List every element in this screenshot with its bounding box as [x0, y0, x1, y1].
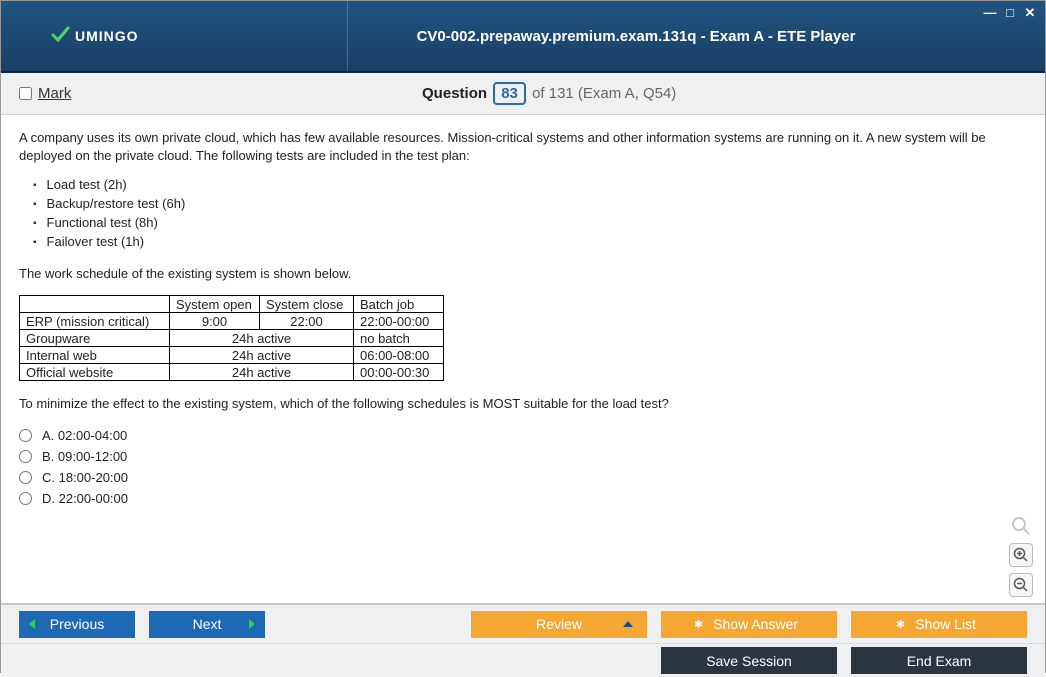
table-header-cell: System open	[170, 296, 260, 313]
answer-text: A. 02:00-04:00	[42, 428, 127, 443]
question-word: Question	[422, 85, 487, 102]
question-content: A company uses its own private cloud, wh…	[1, 115, 1045, 603]
maximize-button[interactable]: □	[1003, 5, 1017, 21]
table-cell: 06:00-08:00	[354, 347, 444, 364]
zoom-out-button[interactable]	[1009, 573, 1033, 597]
table-cell: no batch	[354, 330, 444, 347]
table-cell: 9:00	[170, 313, 260, 330]
test-item: Functional test (8h)	[33, 214, 1027, 233]
save-session-button[interactable]: Save Session	[661, 647, 837, 674]
answer-text: C. 18:00-20:00	[42, 470, 128, 485]
table-row: Internal web24h active06:00-08:00	[20, 347, 444, 364]
answer-option[interactable]: C. 18:00-20:00	[19, 467, 1027, 488]
footer-row-primary: Previous Next Review ✱ Show Answer ✱ Show …	[1, 605, 1045, 643]
mark-question-control[interactable]: Mark	[19, 85, 71, 102]
titlebar-divider	[347, 1, 348, 71]
answer-radio[interactable]	[19, 429, 32, 442]
table-header-cell: System close	[260, 296, 354, 313]
show-list-button[interactable]: ✱ Show List	[851, 611, 1027, 638]
test-item: Failover test (1h)	[33, 233, 1027, 252]
previous-button[interactable]: Previous	[19, 611, 135, 638]
mark-checkbox[interactable]	[19, 87, 32, 100]
mark-label: Mark	[38, 85, 71, 102]
table-cell: 24h active	[170, 364, 354, 381]
footer: Previous Next Review ✱ Show Answer ✱ Show …	[1, 603, 1045, 677]
table-cell: Official website	[20, 364, 170, 381]
answer-text: D. 22:00-00:00	[42, 491, 128, 506]
end-exam-button[interactable]: End Exam	[851, 647, 1027, 674]
answer-radio[interactable]	[19, 471, 32, 484]
table-cell: 00:00-00:30	[354, 364, 444, 381]
table-cell: ERP (mission critical)	[20, 313, 170, 330]
window-controls: — □ ✕	[983, 5, 1037, 21]
test-item: Backup/restore test (6h)	[33, 195, 1027, 214]
question-total-text: of 131 (Exam A, Q54)	[532, 85, 676, 102]
question-intro: A company uses its own private cloud, wh…	[19, 129, 1027, 164]
answer-option[interactable]: A. 02:00-04:00	[19, 425, 1027, 446]
table-cell: 22:00-00:00	[354, 313, 444, 330]
answer-option[interactable]: B. 09:00-12:00	[19, 446, 1027, 467]
table-cell: 22:00	[260, 313, 354, 330]
brand-logo: UMINGO	[1, 24, 347, 49]
table-cell: Internal web	[20, 347, 170, 364]
window-title: CV0-002.prepaway.premium.exam.131q - Exa…	[347, 28, 1045, 45]
schedule-intro: The work schedule of the existing system…	[19, 265, 1027, 283]
table-cell: 24h active	[170, 330, 354, 347]
footer-row-secondary: Save Session End Exam	[1, 643, 1045, 677]
table-header-cell: Batch job	[354, 296, 444, 313]
search-icon[interactable]	[1010, 515, 1032, 537]
question-prompt: To minimize the effect to the existing s…	[19, 395, 1027, 413]
logo-check-icon	[49, 24, 71, 49]
show-answer-label: Show Answer	[713, 616, 798, 632]
table-row: Official website24h active00:00-00:30	[20, 364, 444, 381]
close-button[interactable]: ✕	[1023, 5, 1037, 21]
answer-radio[interactable]	[19, 450, 32, 463]
answer-option[interactable]: D. 22:00-00:00	[19, 488, 1027, 509]
answer-options: A. 02:00-04:00 B. 09:00-12:00 C. 18:00-20:…	[19, 425, 1027, 509]
table-cell: Groupware	[20, 330, 170, 347]
table-header-cell	[20, 296, 170, 313]
table-row: Groupware24h activeno batch	[20, 330, 444, 347]
question-counter: Question 83 of 131 (Exam A, Q54)	[71, 82, 1027, 105]
next-button[interactable]: Next	[149, 611, 265, 638]
question-header-bar: Mark Question 83 of 131 (Exam A, Q54)	[1, 73, 1045, 115]
test-item: Load test (2h)	[33, 176, 1027, 195]
zoom-in-button[interactable]	[1009, 543, 1033, 567]
question-number-box: 83	[493, 82, 526, 105]
answer-radio[interactable]	[19, 492, 32, 505]
schedule-table: System openSystem closeBatch jobERP (mis…	[19, 295, 444, 381]
zoom-toolbar	[1009, 515, 1033, 597]
answer-text: B. 09:00-12:00	[42, 449, 127, 464]
review-button[interactable]: Review	[471, 611, 647, 638]
show-list-label: Show List	[915, 616, 976, 632]
table-row: ERP (mission critical)9:0022:0022:00-00:…	[20, 313, 444, 330]
title-bar: UMINGO CV0-002.prepaway.premium.exam.131…	[1, 1, 1045, 73]
table-cell: 24h active	[170, 347, 354, 364]
star-icon: ✱	[694, 618, 703, 631]
test-plan-list: Load test (2h)Backup/restore test (6h)Fu…	[19, 176, 1027, 251]
brand-text: UMINGO	[75, 28, 139, 44]
show-answer-button[interactable]: ✱ Show Answer	[661, 611, 837, 638]
minimize-button[interactable]: —	[983, 5, 997, 21]
star-icon: ✱	[896, 618, 905, 631]
